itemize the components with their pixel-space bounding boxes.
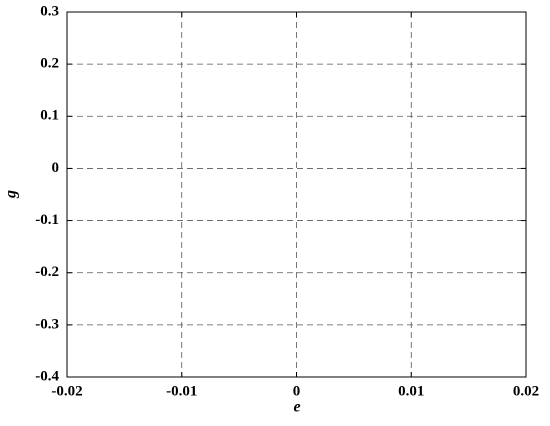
y-tick-label: 0 [52, 160, 60, 176]
y-tick-label: -0.3 [35, 316, 59, 332]
y-axis-label: g [3, 190, 20, 199]
x-tick-label: -0.01 [166, 383, 197, 399]
plot-frame [66, 11, 527, 378]
x-tick-label: 0.01 [398, 383, 424, 399]
y-tick-label: -0.1 [35, 212, 59, 228]
y-tick-label: 0.1 [40, 108, 59, 124]
y-tick-label: 0.3 [40, 3, 59, 19]
x-tick-label: 0.02 [513, 383, 539, 399]
x-tick-label: 0 [293, 383, 301, 399]
y-tick-label: -0.4 [35, 368, 59, 384]
x-axis-label: e [293, 399, 300, 416]
y-tick-label: -0.2 [35, 264, 59, 280]
x-tick-label: -0.02 [51, 383, 82, 399]
y-tick-label: 0.2 [40, 56, 59, 72]
